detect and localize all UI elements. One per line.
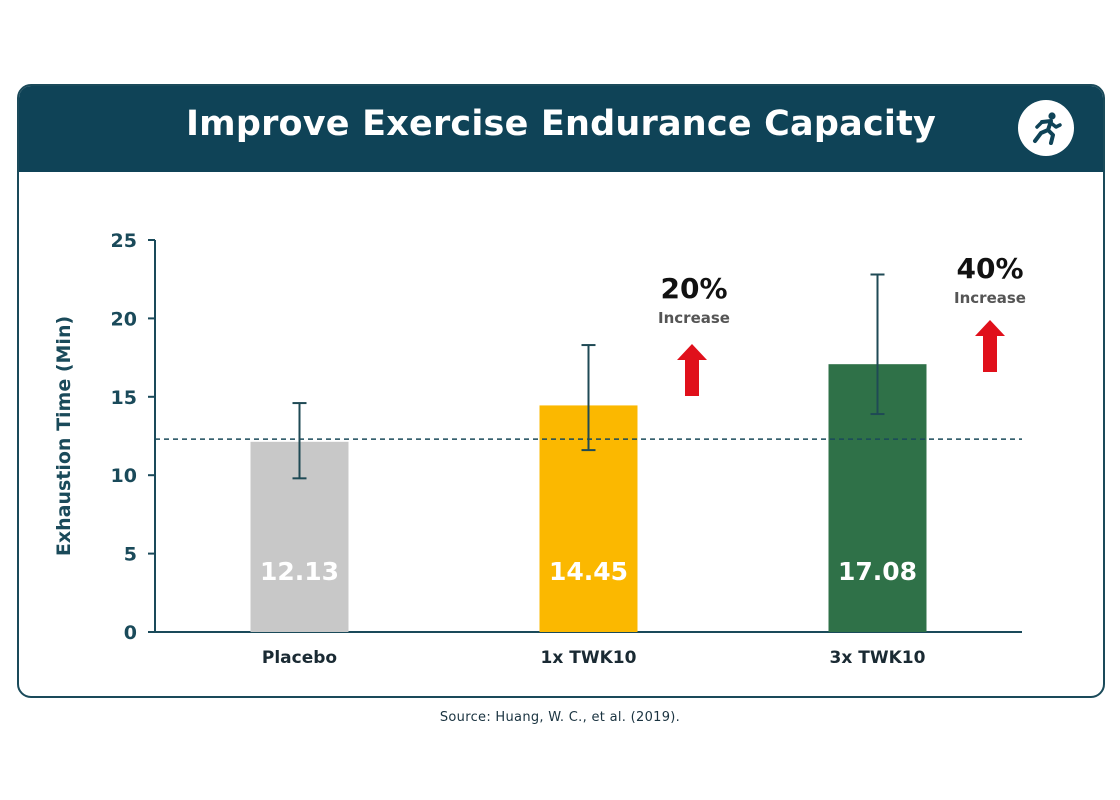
bar-value-label: 12.13 bbox=[260, 557, 339, 586]
bar-value-label: 17.08 bbox=[838, 557, 917, 586]
y-tick-label: 10 bbox=[111, 465, 137, 487]
y-tick-label: 20 bbox=[111, 308, 137, 330]
increase-label: Increase bbox=[954, 289, 1026, 307]
source-citation: Source: Huang, W. C., et al. (2019). bbox=[439, 710, 681, 725]
y-tick-label: 0 bbox=[124, 622, 137, 644]
increase-percent: 40% bbox=[956, 252, 1023, 285]
bar-value-label: 14.45 bbox=[549, 557, 628, 586]
chart-header: Improve Exercise Endurance Capacity bbox=[19, 86, 1103, 172]
y-axis-label: Exhaustion Time (Min) bbox=[53, 316, 75, 556]
y-tick-label: 5 bbox=[124, 544, 137, 566]
x-tick-label: Placebo bbox=[262, 648, 337, 668]
increase-percent: 20% bbox=[660, 272, 727, 305]
x-tick-label: 1x TWK10 bbox=[541, 648, 637, 668]
increase-label: Increase bbox=[658, 309, 730, 327]
increase-arrow-icon bbox=[975, 320, 1005, 372]
increase-arrow-icon bbox=[677, 344, 707, 396]
x-tick-label: 3x TWK10 bbox=[830, 648, 926, 668]
running-person-icon bbox=[1018, 100, 1074, 156]
y-tick-label: 15 bbox=[111, 387, 137, 409]
chart-title: Improve Exercise Endurance Capacity bbox=[185, 104, 937, 144]
y-tick-label: 25 bbox=[111, 230, 137, 252]
